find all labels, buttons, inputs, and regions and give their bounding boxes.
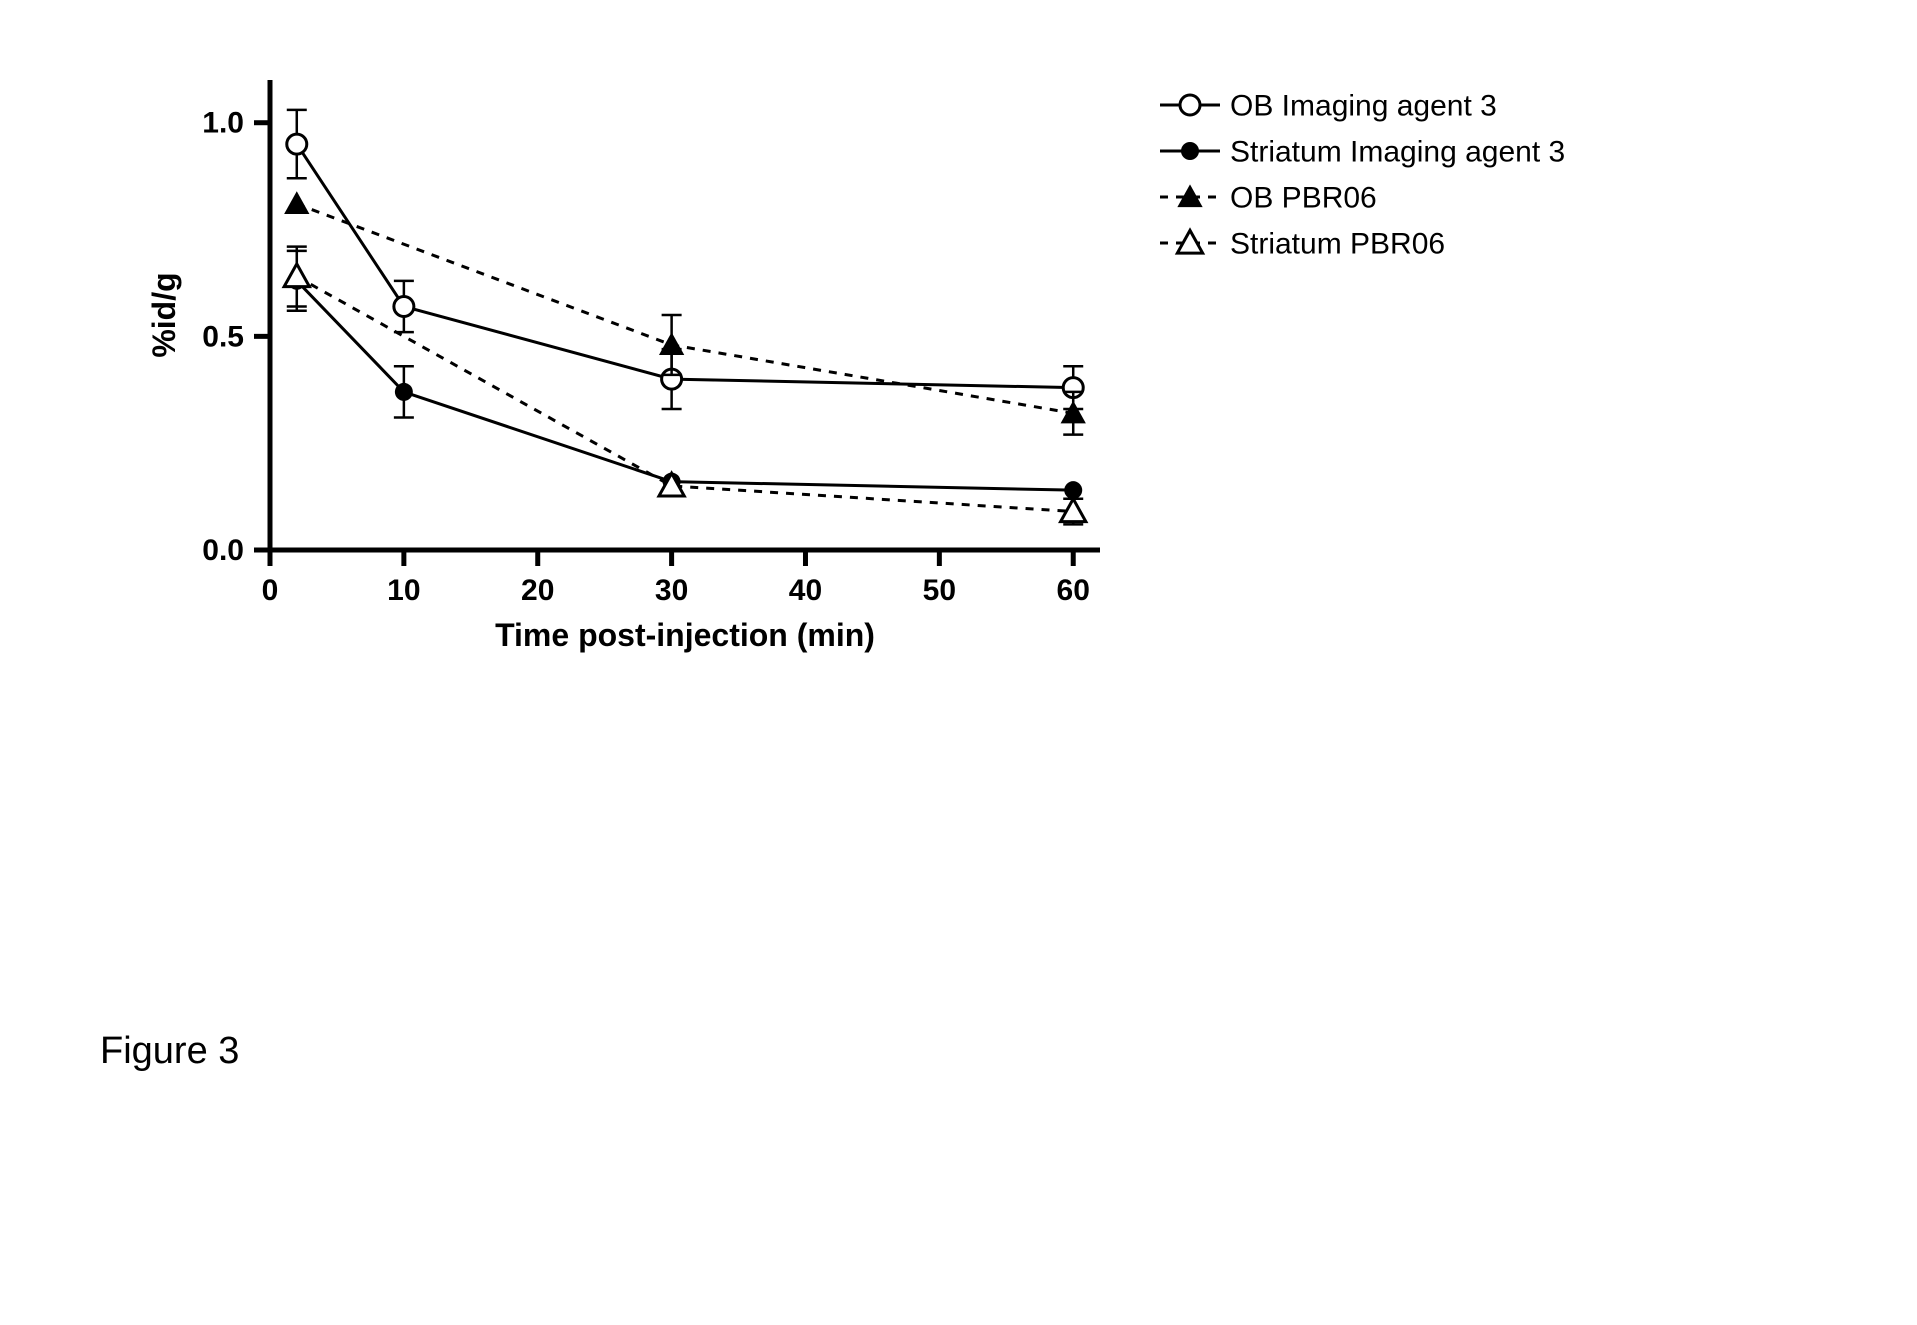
- legend: OB Imaging agent 3 Striatum Imaging agent…: [1160, 90, 1565, 261]
- svg-text:0: 0: [262, 574, 279, 607]
- svg-text:Striatum PBR06: Striatum PBR06: [1230, 228, 1445, 261]
- svg-text:10: 10: [387, 574, 420, 607]
- figure-caption: Figure 3: [100, 1030, 239, 1073]
- svg-text:%id/g: %id/g: [146, 272, 182, 357]
- svg-text:OB PBR06: OB PBR06: [1230, 182, 1377, 215]
- series-str-ia3: [287, 251, 1082, 499]
- legend-item-str-ia3: Striatum Imaging agent 3: [1160, 136, 1565, 169]
- svg-text:50: 50: [923, 574, 956, 607]
- svg-text:1.0: 1.0: [202, 107, 244, 140]
- chart-container: 0 10 20 30 40 50 60 Time post-injection (min) 0.…: [100, 50, 1600, 735]
- svg-text:40: 40: [789, 574, 822, 607]
- legend-item-ob-pbr06: OB PBR06: [1160, 182, 1377, 215]
- svg-text:OB Imaging agent 3: OB Imaging agent 3: [1230, 90, 1497, 123]
- legend-item-str-pbr06: Striatum PBR06: [1160, 228, 1445, 261]
- svg-text:60: 60: [1057, 574, 1090, 607]
- svg-text:0.5: 0.5: [202, 320, 244, 353]
- svg-text:20: 20: [521, 574, 554, 607]
- svg-text:Striatum Imaging agent 3: Striatum Imaging agent 3: [1230, 136, 1565, 169]
- svg-text:Time post-injection (min): Time post-injection (min): [495, 617, 875, 653]
- svg-text:30: 30: [655, 574, 688, 607]
- chart-svg: 0 10 20 30 40 50 60 Time post-injection (min) 0.…: [100, 50, 1600, 730]
- legend-item-ob-ia3: OB Imaging agent 3: [1160, 90, 1497, 123]
- series-ob-ia3: [287, 110, 1083, 409]
- svg-text:0.0: 0.0: [202, 534, 244, 567]
